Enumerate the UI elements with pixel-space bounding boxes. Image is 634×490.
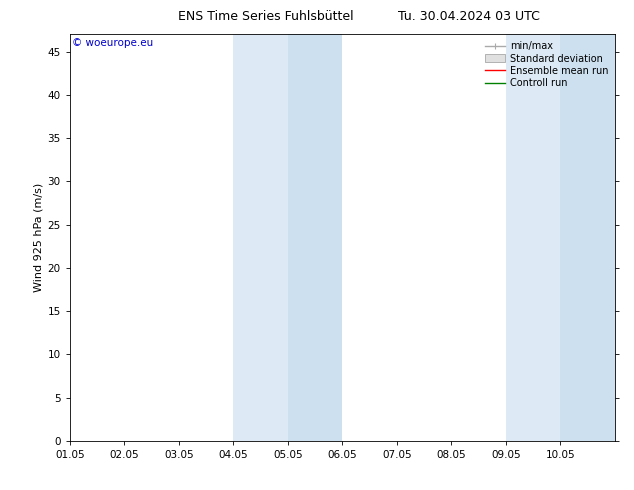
Bar [560,34,615,441]
Text: ENS Time Series Fuhlsbüttel: ENS Time Series Fuhlsbüttel [178,10,354,23]
Bar [506,34,560,441]
Text: Tu. 30.04.2024 03 UTC: Tu. 30.04.2024 03 UTC [398,10,540,23]
Y-axis label: Wind 925 hPa (m/s): Wind 925 hPa (m/s) [34,183,43,292]
Bar [288,34,342,441]
Text: © woeurope.eu: © woeurope.eu [72,38,153,49]
Bar [233,34,288,441]
Legend: min/max, Standard deviation, Ensemble mean run, Controll run: min/max, Standard deviation, Ensemble me… [483,39,610,90]
